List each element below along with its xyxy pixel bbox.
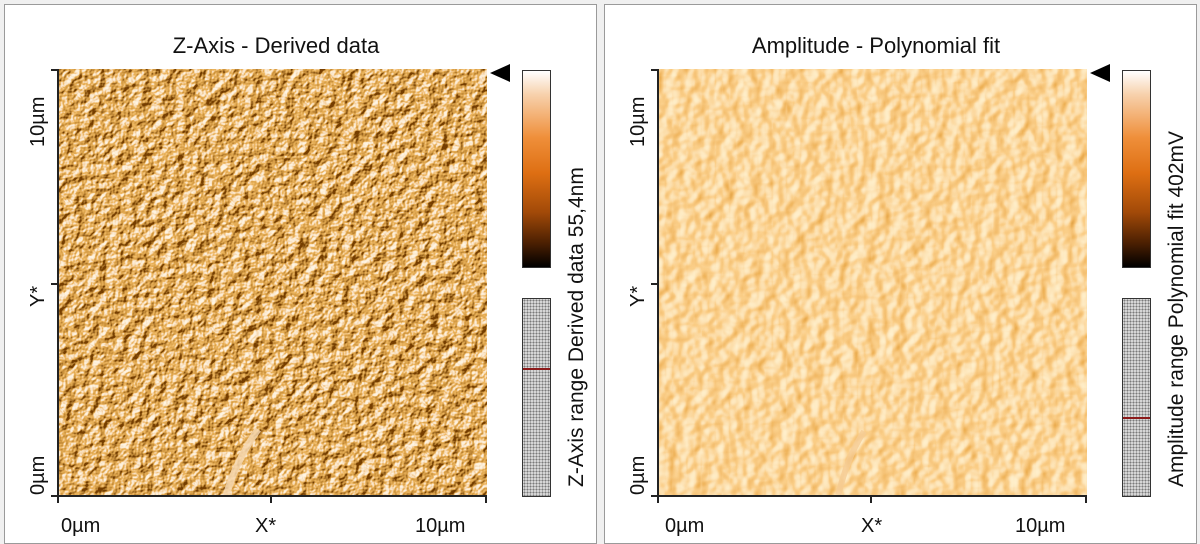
- image-title: Amplitude - Polynomial fit: [751, 33, 1001, 58]
- x-tick-mark: [270, 497, 272, 503]
- y-tick-mark: [651, 69, 657, 71]
- x-tick-label-left: 0µm: [665, 515, 705, 537]
- image-title: Z-Axis - Derived data: [172, 33, 380, 58]
- x-tick-mark: [485, 497, 487, 503]
- color-scale-bar: [522, 70, 551, 268]
- scan-position-arrow-icon[interactable]: [1090, 64, 1110, 82]
- y-tick-label-top: 10µm: [27, 96, 49, 147]
- x-axis-label: X*: [255, 515, 277, 537]
- y-tick-mark: [651, 495, 657, 497]
- amplitude-texture: [659, 69, 1087, 495]
- y-tick-mark: [51, 495, 57, 497]
- afm-amplitude-image[interactable]: [657, 69, 1087, 497]
- x-tick-label-left: 0µm: [61, 515, 101, 537]
- x-tick-mark: [57, 497, 59, 503]
- y-tick-mark: [651, 283, 657, 285]
- right-image-panel: Amplitude - Polynomial fit 10µm Y* 0µm: [604, 4, 1197, 544]
- range-marker-line[interactable]: [1123, 417, 1150, 419]
- afm-height-image[interactable]: [57, 69, 487, 497]
- y-tick-mark: [51, 283, 57, 285]
- left-image-panel: Z-Axis - Derived data 10µm Y* 0µm: [4, 4, 597, 544]
- surface-crack: [222, 427, 261, 495]
- range-label: Z-Axis range Derived data 55,4nm: [565, 167, 588, 487]
- surface-crack: [835, 429, 867, 495]
- range-bar[interactable]: [1122, 298, 1151, 497]
- y-axis-label: Y*: [627, 285, 649, 307]
- x-tick-label-right: 10µm: [1015, 515, 1066, 537]
- x-tick-mark: [1085, 497, 1087, 503]
- x-tick-label-right: 10µm: [415, 515, 466, 537]
- y-tick-label-bottom: 0µm: [27, 455, 49, 495]
- scan-position-arrow-icon[interactable]: [490, 64, 510, 82]
- range-label: Amplitude range Polynomial fit 402mV: [1165, 130, 1188, 487]
- x-tick-mark: [657, 497, 659, 503]
- y-tick-label-bottom: 0µm: [627, 455, 649, 495]
- topography-texture: [59, 69, 487, 495]
- color-scale-bar: [1122, 70, 1151, 268]
- range-bar[interactable]: [522, 298, 551, 497]
- range-marker-line[interactable]: [523, 368, 550, 370]
- x-tick-mark: [870, 497, 872, 503]
- y-tick-label-top: 10µm: [627, 96, 649, 147]
- y-tick-mark: [51, 69, 57, 71]
- x-axis-label: X*: [861, 515, 883, 537]
- y-axis-label: Y*: [27, 285, 49, 307]
